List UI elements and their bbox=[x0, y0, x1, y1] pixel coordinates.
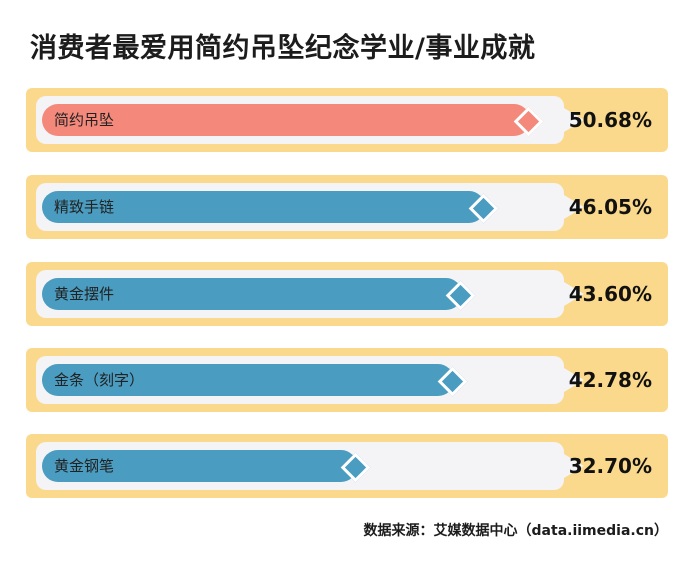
diamond-marker bbox=[445, 280, 476, 311]
value-label: 42.78% bbox=[568, 368, 652, 392]
bar-row: 金条（刻字） 42.78% bbox=[26, 348, 668, 412]
bar-pointer bbox=[564, 368, 584, 392]
data-source: 数据来源：艾媒数据中心（data.iimedia.cn） bbox=[363, 523, 668, 539]
category-label: 精致手链 bbox=[54, 198, 115, 216]
diamond-marker bbox=[468, 193, 499, 224]
bar: 黄金摆件 bbox=[42, 278, 476, 311]
chart-title: 消费者最爱用简约吊坠纪念学业/事业成就 bbox=[30, 33, 536, 64]
bar-track: 精致手链 bbox=[36, 183, 584, 231]
value-label: 43.60% bbox=[568, 282, 652, 306]
value-label: 32.70% bbox=[568, 454, 652, 478]
bar-row: 精致手链 46.05% bbox=[26, 175, 668, 239]
bar-pointer bbox=[564, 282, 584, 306]
bar-row: 黄金摆件 43.60% bbox=[26, 262, 668, 326]
bar-track: 黄金摆件 bbox=[36, 270, 584, 318]
value-label: 46.05% bbox=[568, 195, 652, 219]
diamond-marker bbox=[437, 366, 468, 397]
bar-pointer bbox=[564, 108, 584, 132]
bar-row: 黄金钢笔 32.70% bbox=[26, 434, 668, 498]
category-label: 黄金摆件 bbox=[54, 285, 115, 303]
bar: 精致手链 bbox=[42, 191, 499, 224]
bar: 简约吊坠 bbox=[42, 104, 544, 137]
diamond-marker bbox=[513, 106, 544, 137]
bar-track: 简约吊坠 bbox=[36, 96, 584, 144]
category-label: 简约吊坠 bbox=[54, 111, 115, 129]
value-label: 50.68% bbox=[568, 108, 652, 132]
bar-pointer bbox=[564, 195, 584, 219]
category-label: 黄金钢笔 bbox=[54, 457, 115, 475]
bar: 金条（刻字） bbox=[42, 364, 468, 397]
bar: 黄金钢笔 bbox=[42, 450, 371, 483]
bar-track: 金条（刻字） bbox=[36, 356, 584, 404]
category-label: 金条（刻字） bbox=[54, 371, 145, 389]
bar-track: 黄金钢笔 bbox=[36, 442, 584, 490]
bar-row: 简约吊坠 50.68% bbox=[26, 88, 668, 152]
bar-pointer bbox=[564, 454, 584, 478]
diamond-marker bbox=[340, 452, 371, 483]
